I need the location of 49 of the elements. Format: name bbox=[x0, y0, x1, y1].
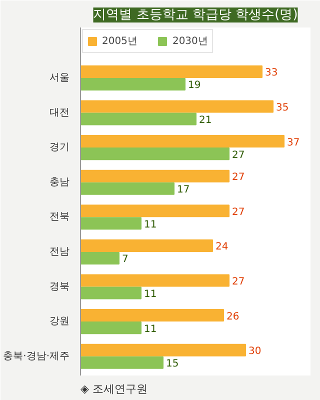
y-tick-label: 강원 bbox=[50, 316, 70, 328]
data-label: 27 bbox=[232, 172, 245, 184]
data-label: 30 bbox=[248, 346, 262, 358]
bar bbox=[80, 135, 285, 148]
bar bbox=[80, 100, 274, 113]
y-tick-label: 전북 bbox=[50, 212, 70, 223]
bar bbox=[80, 274, 230, 287]
bar bbox=[80, 286, 142, 300]
data-label: 27 bbox=[232, 150, 245, 161]
data-label: 19 bbox=[188, 80, 201, 92]
bar bbox=[80, 309, 224, 322]
text: ◈ 조세연구원 bbox=[80, 382, 148, 396]
data-label: 37 bbox=[287, 137, 300, 148]
y-tick-label: 충북·경남·제주 bbox=[3, 350, 70, 362]
bar bbox=[80, 252, 120, 264]
data-label: 11 bbox=[144, 324, 157, 335]
y-tick-label: 충남 bbox=[50, 176, 70, 188]
y-tick-label: 경기 bbox=[50, 142, 70, 154]
chart-title: 지역별 초등학교 학급당 학생수(명) bbox=[93, 8, 298, 22]
data-label: 33 bbox=[265, 68, 278, 79]
data-label: 26 bbox=[226, 311, 240, 322]
bar bbox=[80, 148, 230, 160]
data-label: 27 bbox=[232, 276, 245, 288]
bar bbox=[80, 239, 214, 252]
y-tick-label: 대전 bbox=[50, 107, 70, 118]
bar bbox=[80, 65, 263, 78]
bar bbox=[80, 322, 142, 334]
y-tick-label: 서울 bbox=[50, 72, 70, 84]
bar bbox=[80, 170, 230, 182]
bar bbox=[80, 112, 197, 126]
bar bbox=[80, 78, 186, 90]
y-tick-label: 전남 bbox=[50, 246, 70, 258]
legend-label: 2005년 bbox=[102, 35, 138, 48]
data-label: 7 bbox=[122, 254, 128, 266]
bar bbox=[80, 204, 230, 218]
data-label: 17 bbox=[177, 184, 190, 196]
bar bbox=[80, 182, 175, 195]
data-label: 24 bbox=[216, 242, 228, 253]
bar bbox=[80, 344, 246, 356]
data-label: 11 bbox=[144, 219, 157, 230]
data-label: 11 bbox=[144, 289, 157, 300]
data-label: 15 bbox=[166, 358, 179, 370]
y-tick-label: 경북 bbox=[50, 281, 70, 292]
legend-label: 2030년 bbox=[172, 35, 208, 48]
data-label: 35 bbox=[276, 102, 289, 114]
bar bbox=[80, 356, 164, 369]
bar bbox=[80, 217, 142, 230]
data-label: 21 bbox=[199, 115, 212, 126]
data-label: 27 bbox=[232, 206, 245, 218]
